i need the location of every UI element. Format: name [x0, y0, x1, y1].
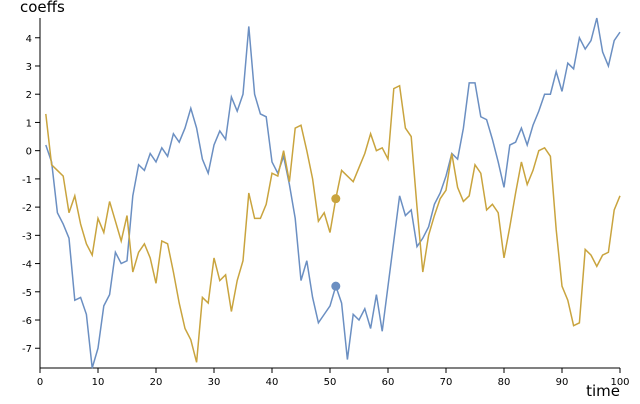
x-tick-label: 0	[37, 377, 43, 388]
y-tick-label: 2	[26, 90, 32, 101]
x-tick-label: 100	[610, 377, 629, 388]
y-tick-label: -7	[22, 344, 32, 355]
x-tick-label: 40	[266, 377, 279, 388]
y-tick-label: 3	[26, 62, 32, 73]
highlight-point	[331, 281, 341, 291]
y-tick-label: -5	[22, 288, 32, 299]
highlight-point	[331, 194, 341, 204]
x-tick-label: 80	[498, 377, 511, 388]
series-line	[45, 17, 621, 369]
x-tick-label: 90	[556, 377, 569, 388]
x-tick-label: 60	[382, 377, 395, 388]
y-axis-label: coeffs	[20, 0, 65, 16]
y-tick-label: 1	[26, 118, 32, 129]
y-tick-label: -6	[22, 316, 32, 327]
x-tick-label: 30	[208, 377, 221, 388]
y-tick-label: -4	[22, 260, 32, 271]
y-tick-label: -2	[22, 203, 32, 214]
x-tick-label: 70	[440, 377, 453, 388]
x-axis-label: time	[586, 382, 620, 400]
y-tick-label: 0	[26, 147, 32, 158]
x-tick-label: 10	[92, 377, 105, 388]
x-tick-label: 50	[324, 377, 337, 388]
series-line	[45, 84, 621, 363]
y-tick-label: 4	[26, 34, 32, 45]
y-tick-label: -3	[22, 231, 32, 242]
x-tick-label: 20	[150, 377, 163, 388]
y-tick-label: -1	[22, 175, 32, 186]
